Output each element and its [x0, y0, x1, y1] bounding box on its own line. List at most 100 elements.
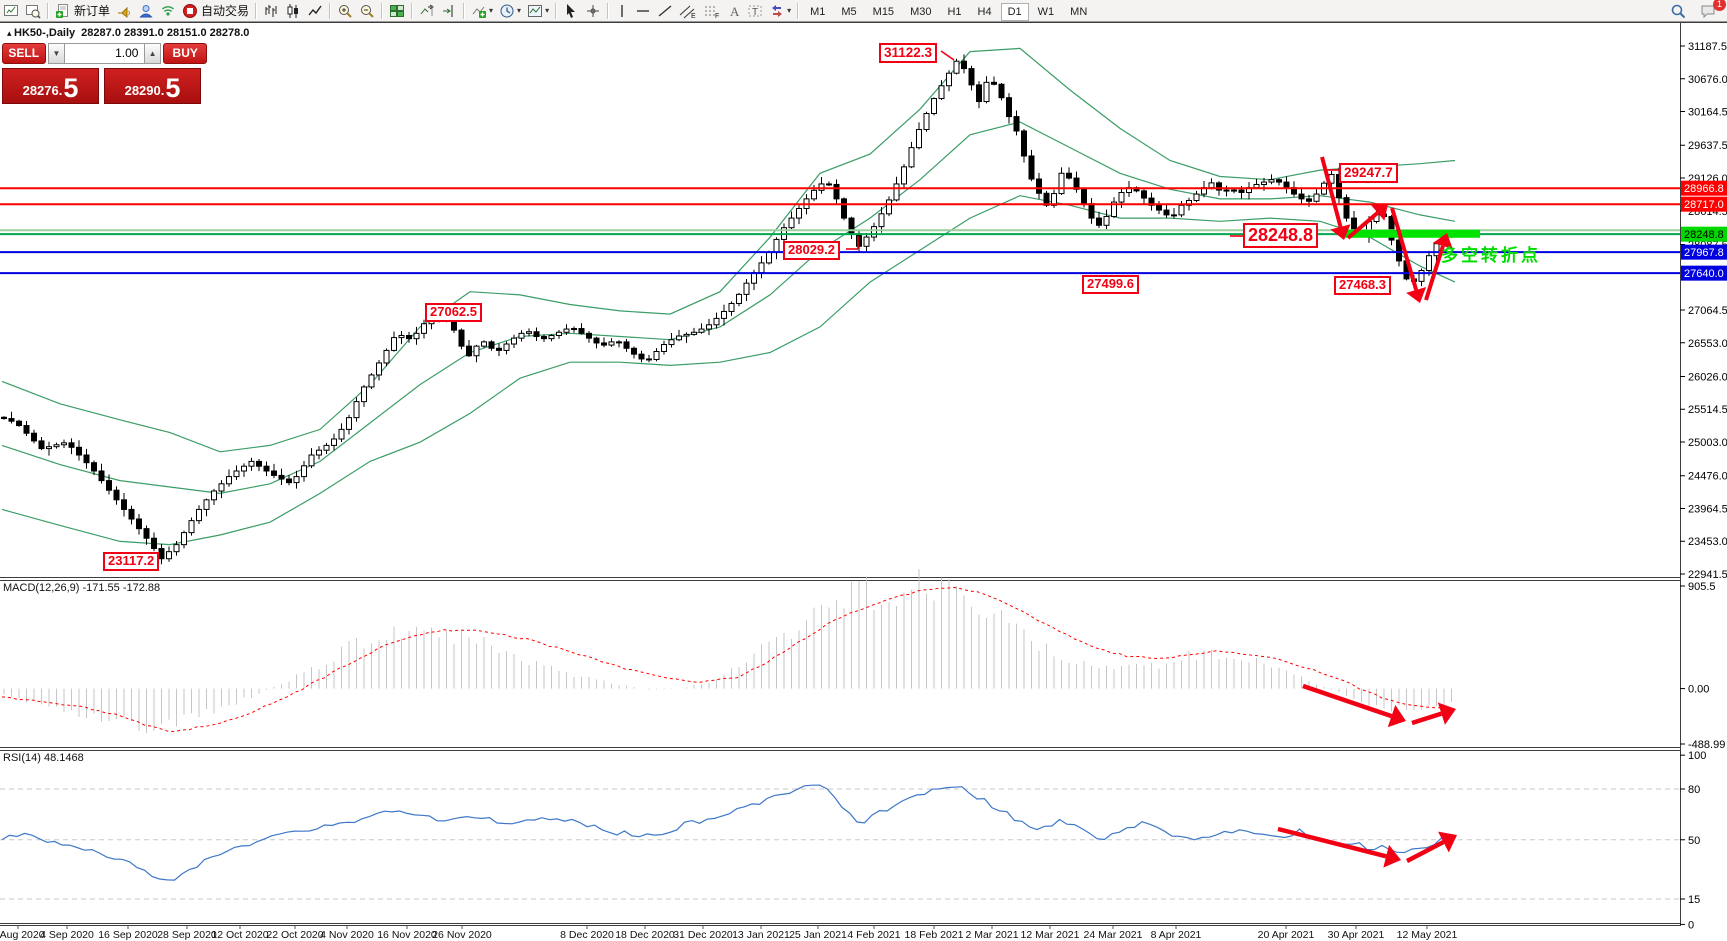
volume-decrease-button[interactable]: ▼ — [48, 43, 65, 64]
new-order-button[interactable]: 新订单 — [53, 2, 112, 20]
timeframe-W1[interactable]: W1 — [1037, 5, 1055, 18]
candle-body — [158, 547, 165, 560]
candle-body — [1088, 203, 1095, 219]
horizontal-line-icon[interactable] — [633, 2, 653, 20]
candle-body — [323, 444, 330, 451]
autotrade-button[interactable]: 自动交易 — [180, 2, 251, 20]
sound-icon[interactable] — [114, 2, 134, 20]
candle-body — [233, 470, 240, 478]
price-annotation-28248.8[interactable]: 28248.8 — [1243, 223, 1319, 248]
fibonacci-icon[interactable]: F — [701, 2, 723, 20]
candle-body — [166, 551, 172, 560]
templates-icon[interactable]: ▾ — [525, 2, 551, 20]
trend-arrow[interactable] — [1405, 840, 1445, 863]
toolbar-separator — [381, 2, 384, 19]
price-annotation-28029.2[interactable]: 28029.2 — [783, 241, 840, 260]
zoom-in-icon[interactable] — [335, 2, 355, 20]
periods-icon[interactable]: ▾ — [497, 2, 523, 20]
timeframe-H1[interactable]: H1 — [947, 5, 962, 18]
trend-arrow[interactable] — [1320, 156, 1343, 228]
signals-icon[interactable] — [158, 2, 178, 20]
zoom-out-icon[interactable] — [357, 2, 377, 20]
trend-arrow[interactable] — [1346, 211, 1379, 240]
candle-body — [691, 331, 697, 335]
time-axis-label: 4 Nov 2020 — [320, 929, 374, 941]
timeframe-M1[interactable]: M1 — [810, 5, 826, 18]
sell-button[interactable]: SELL — [2, 43, 46, 64]
price-annotation-29247.7[interactable]: 29247.7 — [1339, 163, 1398, 183]
search-icon[interactable] — [1667, 2, 1689, 20]
candle-body — [151, 537, 157, 549]
expert-advisor-icon[interactable] — [136, 2, 156, 20]
shapes-icon[interactable]: ▾ — [767, 2, 793, 20]
candle-body — [76, 446, 82, 456]
trendline-icon[interactable] — [655, 2, 675, 20]
candle-body — [398, 334, 405, 339]
chart-window-icon[interactable] — [1, 2, 21, 20]
buy-price[interactable]: 28290. 5 — [104, 68, 201, 104]
trend-arrow[interactable] — [1411, 711, 1443, 726]
price-annotation-27499.6[interactable]: 27499.6 — [1082, 275, 1139, 294]
chart-preview-icon[interactable] — [23, 2, 43, 20]
candle-body — [136, 518, 142, 530]
indicators-icon[interactable]: ▾ — [469, 2, 495, 20]
trend-arrow[interactable] — [1424, 245, 1445, 301]
trend-arrow[interactable] — [1390, 207, 1419, 291]
rsi-axis-label: 0 — [1688, 919, 1694, 931]
candle-body — [1148, 197, 1155, 206]
support-highlight-bar[interactable] — [1343, 229, 1480, 238]
timeframe-D1[interactable]: D1 — [1000, 2, 1029, 21]
timeframe-MN[interactable]: MN — [1070, 5, 1088, 18]
candle-body — [143, 528, 150, 539]
trend-arrow[interactable] — [1277, 826, 1387, 859]
time-axis-label: 4 Feb 2021 — [847, 929, 900, 941]
text-icon[interactable]: A — [725, 2, 743, 20]
cursor-icon[interactable] — [561, 2, 581, 20]
time-axis-label: 22 Oct 2020 — [266, 929, 323, 941]
volume-increase-button[interactable]: ▲ — [144, 43, 161, 64]
candle-body — [871, 226, 877, 238]
macd-axis-label: -488.99 — [1688, 739, 1725, 751]
candle-body — [211, 490, 217, 501]
line-chart-icon[interactable] — [305, 2, 325, 20]
price-annotation-31122.3[interactable]: 31122.3 — [879, 43, 938, 63]
price-annotation-27062.5[interactable]: 27062.5 — [425, 303, 482, 322]
vertical-line-icon[interactable] — [613, 2, 631, 20]
candle-body — [601, 342, 607, 346]
volume-input[interactable]: 1.00 — [64, 43, 145, 64]
notifications-icon[interactable]: 1 — [1698, 0, 1726, 20]
candle-body — [886, 199, 892, 215]
buy-button[interactable]: BUY — [163, 43, 207, 64]
axis-badge — [1681, 265, 1727, 281]
candlestick-icon[interactable] — [283, 2, 303, 20]
trend-arrow[interactable] — [1302, 683, 1393, 719]
sell-price[interactable]: 28276. 5 — [2, 68, 99, 104]
price-annotation-27468.3[interactable]: 27468.3 — [1334, 276, 1391, 295]
timeframe-M5[interactable]: M5 — [841, 5, 857, 18]
tile-windows-icon[interactable] — [387, 2, 407, 20]
candle-body — [263, 465, 270, 472]
candle-body — [556, 331, 562, 336]
bar-chart-icon[interactable] — [261, 2, 281, 20]
price-annotation-23117.2[interactable]: 23117.2 — [103, 552, 160, 571]
candle-body — [631, 347, 637, 355]
timeframe-H4[interactable]: H4 — [977, 5, 992, 18]
turning-point-note[interactable]: 多空转折点 — [1441, 246, 1541, 265]
text-label-icon[interactable]: T — [745, 2, 765, 20]
candle-body — [526, 331, 532, 334]
chart-shift-icon[interactable] — [439, 2, 459, 20]
equidistant-channel-icon[interactable]: E — [677, 2, 699, 20]
candle-body — [773, 238, 780, 253]
toolbar-right: 1 — [1666, 0, 1726, 20]
trend-arrow-head — [1330, 224, 1351, 240]
price-axis-label: 22941.5 — [1688, 569, 1727, 581]
candle-body — [1276, 179, 1282, 183]
candle-body — [188, 520, 195, 534]
autoscroll-icon[interactable] — [417, 2, 437, 20]
candle-body — [368, 374, 375, 388]
timeframe-M15[interactable]: M15 — [872, 5, 895, 18]
crosshair-icon[interactable] — [583, 2, 603, 20]
timeframe-M30[interactable]: M30 — [910, 5, 932, 18]
sell-price-big: 5 — [63, 73, 79, 103]
